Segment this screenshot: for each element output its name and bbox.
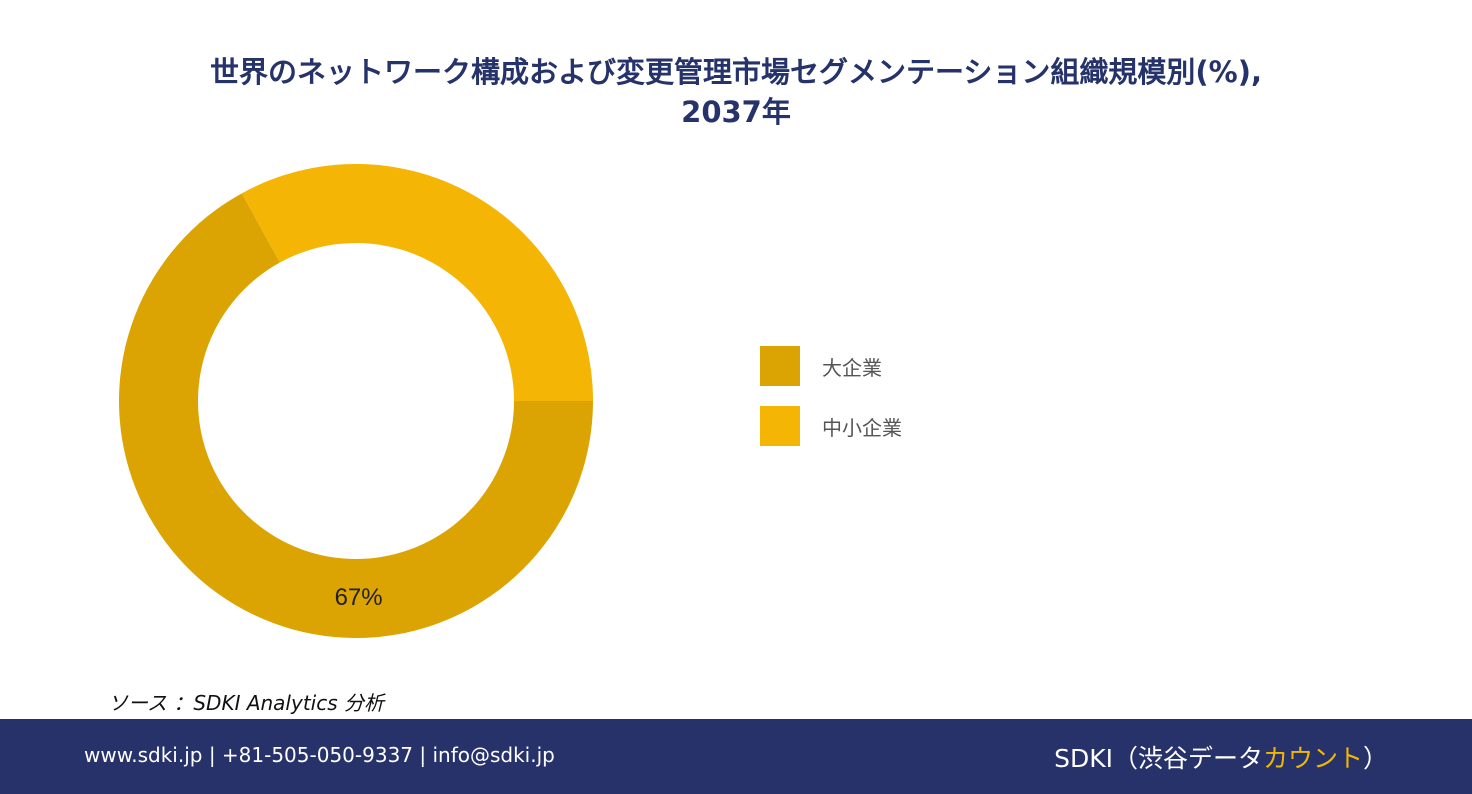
chart-title-line2: 2037年	[681, 95, 791, 129]
footer-contact: www.sdki.jp | +81-505-050-9337 | info@sd…	[84, 743, 555, 767]
footer-bar: www.sdki.jp | +81-505-050-9337 | info@sd…	[0, 719, 1472, 794]
slice-large-enterprise	[118, 193, 593, 639]
legend-item-sme: 中小企業	[760, 406, 902, 446]
data-label-large-enterprise: 67%	[335, 584, 383, 611]
legend-label-large-enterprise: 大企業	[822, 355, 882, 380]
slice-sme	[241, 164, 593, 401]
legend-swatch-sme	[760, 406, 800, 446]
source-note: ソース ：SDKI Analytics 分析	[108, 691, 385, 715]
footer-brand: SDKI（渋谷データカウント）	[1054, 739, 1388, 775]
legend: 大企業 中小企業	[760, 346, 902, 466]
chart-title-line1: 世界のネットワーク構成および変更管理市場セグメンテーション組織規模別(%),	[209, 55, 1262, 89]
footer-brand-accent: カウント	[1262, 744, 1363, 773]
legend-item-large-enterprise: 大企業	[760, 346, 902, 386]
legend-label-sme: 中小企業	[822, 415, 902, 440]
footer-brand-main: SDKI（渋谷データ	[1054, 744, 1263, 773]
legend-swatch-large-enterprise	[760, 346, 800, 386]
footer-brand-close: ）	[1362, 744, 1388, 773]
chart-title: 世界のネットワーク構成および変更管理市場セグメンテーション組織規模別(%), 2…	[60, 52, 1412, 132]
